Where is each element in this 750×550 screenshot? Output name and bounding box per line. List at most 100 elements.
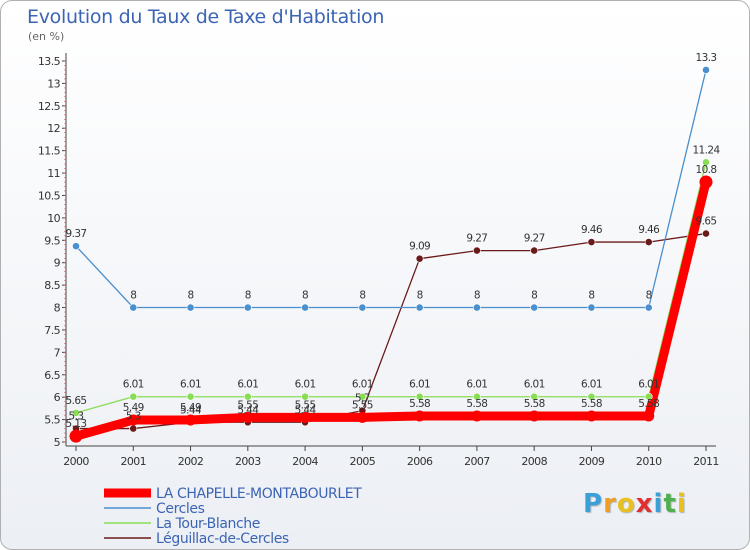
y-tick-label: 9 bbox=[54, 257, 61, 270]
data-label-1: 8 bbox=[588, 290, 594, 302]
y-tick-label: 5 bbox=[54, 436, 61, 449]
series-point-2 bbox=[530, 392, 539, 401]
series-line-3 bbox=[75, 232, 707, 430]
series-point-3 bbox=[702, 229, 710, 238]
data-label-2: 6.01 bbox=[466, 379, 487, 391]
y-tick-label: 5.5 bbox=[44, 414, 60, 427]
series-point-1 bbox=[702, 66, 710, 74]
y-tick-label: 12.5 bbox=[38, 100, 61, 113]
series-point-0 bbox=[185, 414, 197, 426]
data-label-3: 5.44 bbox=[295, 404, 317, 416]
series-point-2 bbox=[186, 392, 195, 401]
data-label-0: 5.58 bbox=[409, 398, 430, 410]
data-label-1: 8 bbox=[187, 290, 193, 302]
data-label-2: 6.01 bbox=[295, 379, 316, 391]
brand-logo: Proxiti bbox=[583, 489, 687, 519]
data-label-2: 11.24 bbox=[692, 144, 720, 156]
series-point-3 bbox=[473, 246, 481, 255]
data-label-3: 5.44 bbox=[180, 404, 202, 416]
y-tick-label: 10.5 bbox=[38, 189, 61, 202]
series-point-2 bbox=[301, 392, 309, 401]
series-point-0 bbox=[585, 410, 597, 422]
data-label-0: 5.58 bbox=[638, 398, 659, 410]
series-point-2 bbox=[702, 158, 710, 167]
series-point-2 bbox=[587, 392, 596, 401]
data-label-3: 5.7 bbox=[355, 393, 370, 405]
data-label-1: 8 bbox=[359, 290, 365, 302]
series-point-0 bbox=[127, 414, 139, 426]
series-line-1 bbox=[75, 69, 707, 309]
x-tick-label: 2000 bbox=[63, 455, 89, 468]
y-tick-label: 9.5 bbox=[44, 234, 60, 247]
series-point-2 bbox=[358, 392, 367, 401]
series-point-2 bbox=[243, 392, 252, 401]
legend-label-0: LA CHAPELLE-MONTABOURLET bbox=[156, 486, 362, 502]
logo-letter: t bbox=[663, 489, 677, 519]
y-tick-label: 11 bbox=[47, 167, 60, 180]
y-tick-label: 8.5 bbox=[44, 279, 60, 292]
data-label-2: 6.01 bbox=[123, 379, 144, 391]
x-tick-label: 2002 bbox=[178, 455, 204, 468]
series-points bbox=[69, 66, 713, 443]
data-label-1: 8 bbox=[646, 290, 652, 302]
x-tick-label: 2007 bbox=[464, 455, 490, 468]
data-label-3: 5.3 bbox=[69, 411, 84, 423]
series-point-3 bbox=[587, 238, 596, 246]
series-point-2 bbox=[473, 392, 481, 401]
series-point-0 bbox=[699, 175, 713, 189]
series-point-0 bbox=[242, 411, 254, 423]
data-label-3: 5.3 bbox=[126, 411, 141, 423]
data-label-3: 9.27 bbox=[524, 233, 545, 245]
data-label-1: 8 bbox=[245, 290, 251, 302]
data-label-2: 6.01 bbox=[524, 379, 545, 391]
series-point-3 bbox=[644, 238, 653, 246]
series-line-2 bbox=[75, 161, 707, 414]
series-point-2 bbox=[72, 408, 80, 417]
data-label-0: 5.58 bbox=[524, 398, 545, 410]
data-label-2: 6.01 bbox=[409, 379, 430, 391]
legend-label-2: La Tour-Blanche bbox=[156, 516, 260, 532]
data-label-0: 5.55 bbox=[295, 399, 316, 411]
series-point-1 bbox=[72, 242, 80, 251]
legend-label-3: Léguillac-de-Cercles bbox=[156, 531, 289, 547]
data-label-0: 10.8 bbox=[696, 164, 717, 176]
x-tick-label: 2009 bbox=[579, 455, 605, 468]
data-label-3: 9.09 bbox=[409, 241, 430, 253]
series-point-0 bbox=[471, 410, 483, 422]
data-label-2: 6.01 bbox=[581, 379, 602, 391]
series-point-1 bbox=[358, 303, 367, 312]
data-label-2: 5.65 bbox=[66, 395, 87, 407]
y-tick-label: 6.5 bbox=[44, 369, 60, 382]
y-tick-label: 7 bbox=[54, 346, 61, 359]
data-label-3: 9.46 bbox=[581, 224, 603, 236]
series-point-1 bbox=[644, 303, 653, 312]
y-tick-label: 6 bbox=[54, 391, 61, 404]
logo-letter: i bbox=[653, 489, 664, 519]
series-point-1 bbox=[473, 303, 481, 312]
series-point-1 bbox=[530, 303, 539, 312]
series-point-2 bbox=[415, 392, 424, 401]
legend-label-1: Cercles bbox=[156, 501, 205, 517]
series-line-0 bbox=[71, 177, 711, 441]
data-label-2: 6.01 bbox=[352, 379, 373, 391]
data-label-0: 5.49 bbox=[123, 402, 144, 414]
series-point-3 bbox=[415, 254, 424, 263]
y-tick-label: 12 bbox=[47, 122, 60, 135]
series-point-0 bbox=[299, 411, 311, 423]
series-point-1 bbox=[186, 303, 195, 312]
data-label-0: 5.55 bbox=[237, 399, 258, 411]
series-point-0 bbox=[69, 429, 83, 443]
data-label-1: 8 bbox=[130, 290, 136, 302]
data-label-3: 9.46 bbox=[638, 224, 660, 236]
y-tick-label: 10 bbox=[47, 212, 60, 225]
y-tick-label: 13 bbox=[47, 77, 60, 90]
x-tick-label: 2011 bbox=[693, 455, 719, 468]
y-tick-label: 11.5 bbox=[38, 145, 61, 158]
x-tick-label: 2003 bbox=[235, 455, 261, 468]
data-label-1: 8 bbox=[417, 290, 423, 302]
logo-letter: i bbox=[676, 489, 687, 519]
series-point-1 bbox=[587, 303, 596, 312]
series-lines bbox=[71, 69, 711, 441]
